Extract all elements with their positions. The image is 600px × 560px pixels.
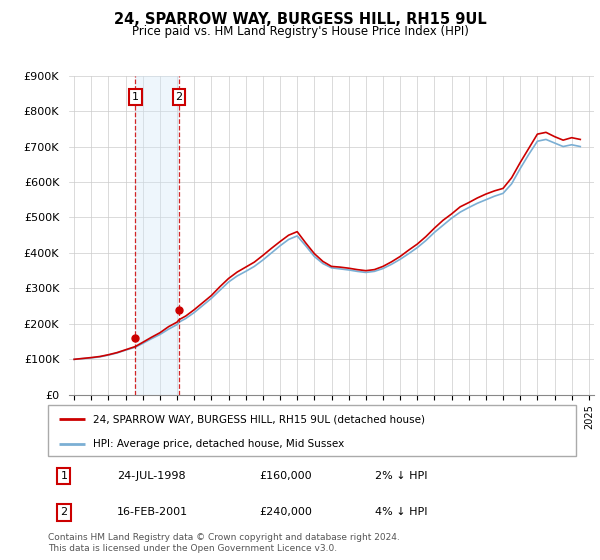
- Text: Price paid vs. HM Land Registry's House Price Index (HPI): Price paid vs. HM Land Registry's House …: [131, 25, 469, 38]
- FancyBboxPatch shape: [48, 405, 576, 456]
- Point: [175, 305, 184, 314]
- Text: 1: 1: [61, 471, 67, 481]
- Point: [130, 334, 140, 343]
- Text: £160,000: £160,000: [259, 471, 312, 481]
- Text: HPI: Average price, detached house, Mid Sussex: HPI: Average price, detached house, Mid …: [93, 438, 344, 449]
- Text: 1: 1: [132, 92, 139, 102]
- Text: 4% ↓ HPI: 4% ↓ HPI: [376, 507, 428, 517]
- Text: 24, SPARROW WAY, BURGESS HILL, RH15 9UL (detached house): 24, SPARROW WAY, BURGESS HILL, RH15 9UL …: [93, 414, 425, 424]
- Text: 2: 2: [176, 92, 183, 102]
- Text: Contains HM Land Registry data © Crown copyright and database right 2024.
This d: Contains HM Land Registry data © Crown c…: [48, 533, 400, 553]
- Text: 2: 2: [60, 507, 67, 517]
- Text: 24, SPARROW WAY, BURGESS HILL, RH15 9UL: 24, SPARROW WAY, BURGESS HILL, RH15 9UL: [113, 12, 487, 27]
- Text: £240,000: £240,000: [259, 507, 312, 517]
- Text: 16-FEB-2001: 16-FEB-2001: [116, 507, 188, 517]
- Text: 2% ↓ HPI: 2% ↓ HPI: [376, 471, 428, 481]
- Bar: [135, 76, 179, 395]
- Text: 24-JUL-1998: 24-JUL-1998: [116, 471, 185, 481]
